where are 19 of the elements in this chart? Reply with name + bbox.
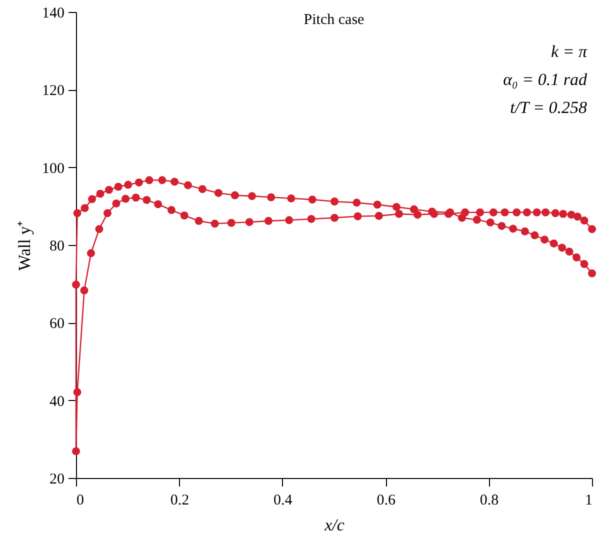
x-tick-label: 0.8 — [480, 492, 499, 508]
annotation: t/T = 0.258 — [510, 98, 588, 117]
y-axis-title: Wall y⁺ — [15, 220, 34, 271]
annotation: k = π — [550, 42, 588, 61]
x-tick-label: 1 — [585, 492, 592, 508]
y-tick-label: 120 — [42, 83, 64, 100]
y-tick-label: 20 — [50, 472, 64, 488]
y-tick-label: 140 — [42, 6, 64, 22]
y-tick-label: 80 — [50, 238, 64, 254]
x-tick-label: 0.6 — [376, 492, 396, 508]
annotation: α₀ = 0.1 rad — [503, 70, 588, 89]
x-tick-label: 0.4 — [274, 492, 293, 508]
x-axis-title: x/c — [324, 516, 345, 534]
x-tick-label: 0 — [76, 492, 84, 508]
y-tick-label: 60 — [50, 316, 64, 332]
y-tick-label: 100 — [42, 160, 64, 177]
y-tick-label: 40 — [50, 394, 64, 410]
chart-title: Pitch case — [304, 12, 365, 28]
x-tick-label: 0.2 — [170, 492, 190, 508]
